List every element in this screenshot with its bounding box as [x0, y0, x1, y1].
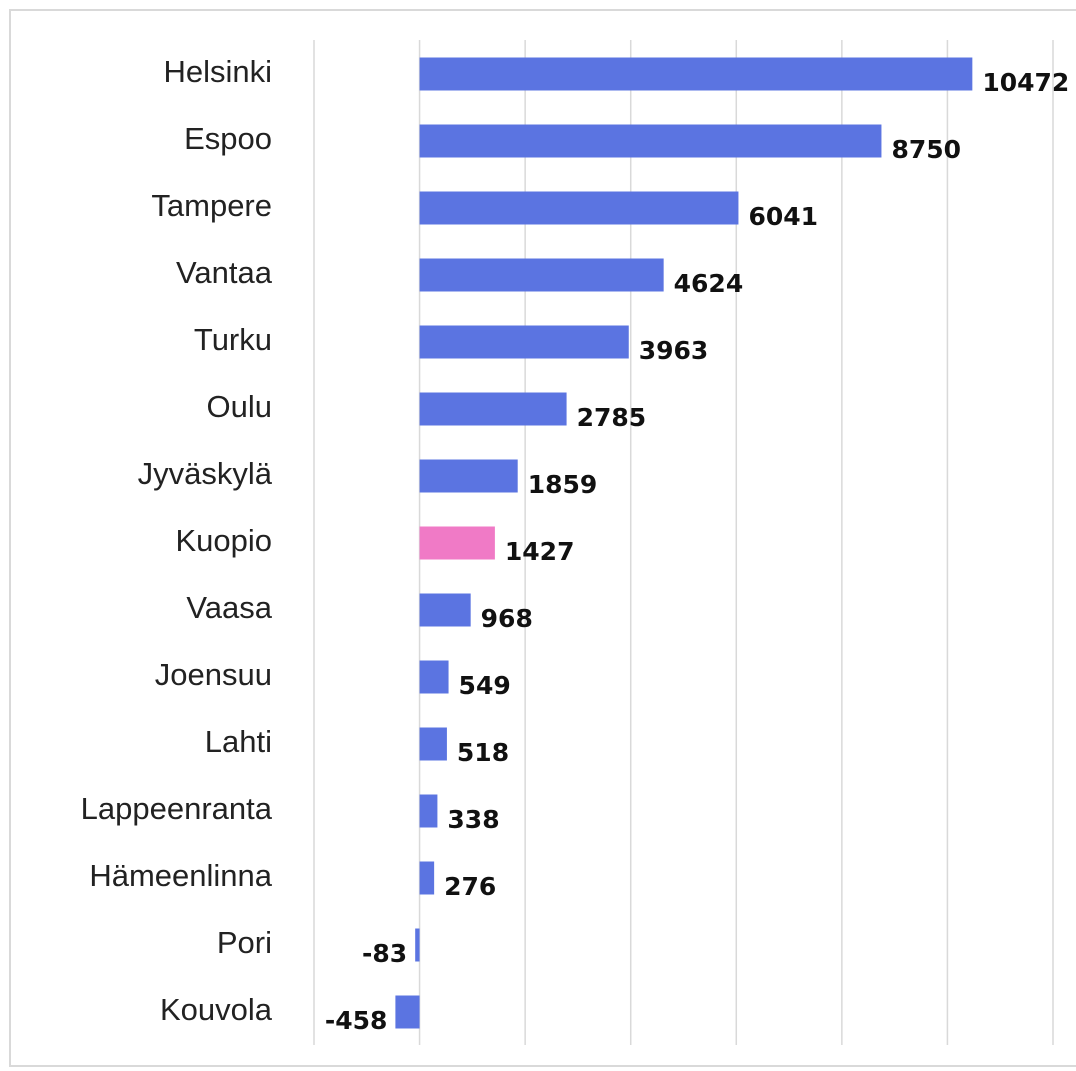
bar	[419, 794, 438, 828]
bar	[419, 325, 629, 359]
y-tick-label: Oulu	[207, 389, 272, 424]
value-label: 10472	[982, 68, 1069, 97]
bar	[419, 593, 471, 627]
value-label: 338	[447, 805, 499, 834]
value-label: -83	[362, 939, 407, 968]
value-label: -458	[325, 1006, 388, 1035]
bar	[419, 660, 449, 694]
bar	[419, 727, 447, 761]
bar	[419, 57, 973, 91]
bar	[395, 995, 420, 1029]
value-label: 1859	[528, 470, 598, 499]
y-tick-label: Turku	[194, 322, 272, 357]
y-tick-label: Kouvola	[160, 992, 273, 1027]
value-label: 4624	[674, 269, 744, 298]
y-tick-label: Lahti	[205, 724, 272, 759]
value-label: 6041	[748, 202, 818, 231]
y-tick-label: Tampere	[151, 188, 272, 223]
y-tick-label: Pori	[217, 925, 272, 960]
value-label: 3963	[639, 336, 709, 365]
bar	[419, 392, 567, 426]
y-tick-label: Vantaa	[176, 255, 273, 290]
bar	[419, 459, 518, 493]
value-label: 518	[457, 738, 509, 767]
y-tick-label: Jyväskylä	[138, 456, 273, 491]
bar	[419, 258, 664, 292]
bar	[419, 861, 435, 895]
bar	[419, 526, 495, 560]
value-label: 2785	[577, 403, 647, 432]
y-tick-label: Kuopio	[175, 523, 272, 558]
value-label: 549	[459, 671, 511, 700]
bar	[415, 928, 420, 962]
bar	[419, 124, 882, 158]
value-label: 1427	[505, 537, 575, 566]
bar	[419, 191, 739, 225]
y-tick-label: Espoo	[184, 121, 272, 156]
y-tick-label: Hämeenlinna	[89, 858, 272, 893]
value-label: 8750	[891, 135, 961, 164]
y-tick-label: Vaasa	[186, 590, 272, 625]
chart-frame	[9, 9, 1076, 1067]
value-label: 276	[444, 872, 496, 901]
y-tick-label: Joensuu	[155, 657, 272, 692]
y-tick-label: Helsinki	[163, 54, 272, 89]
value-label: 968	[481, 604, 533, 633]
y-tick-label: Lappeenranta	[81, 791, 273, 826]
